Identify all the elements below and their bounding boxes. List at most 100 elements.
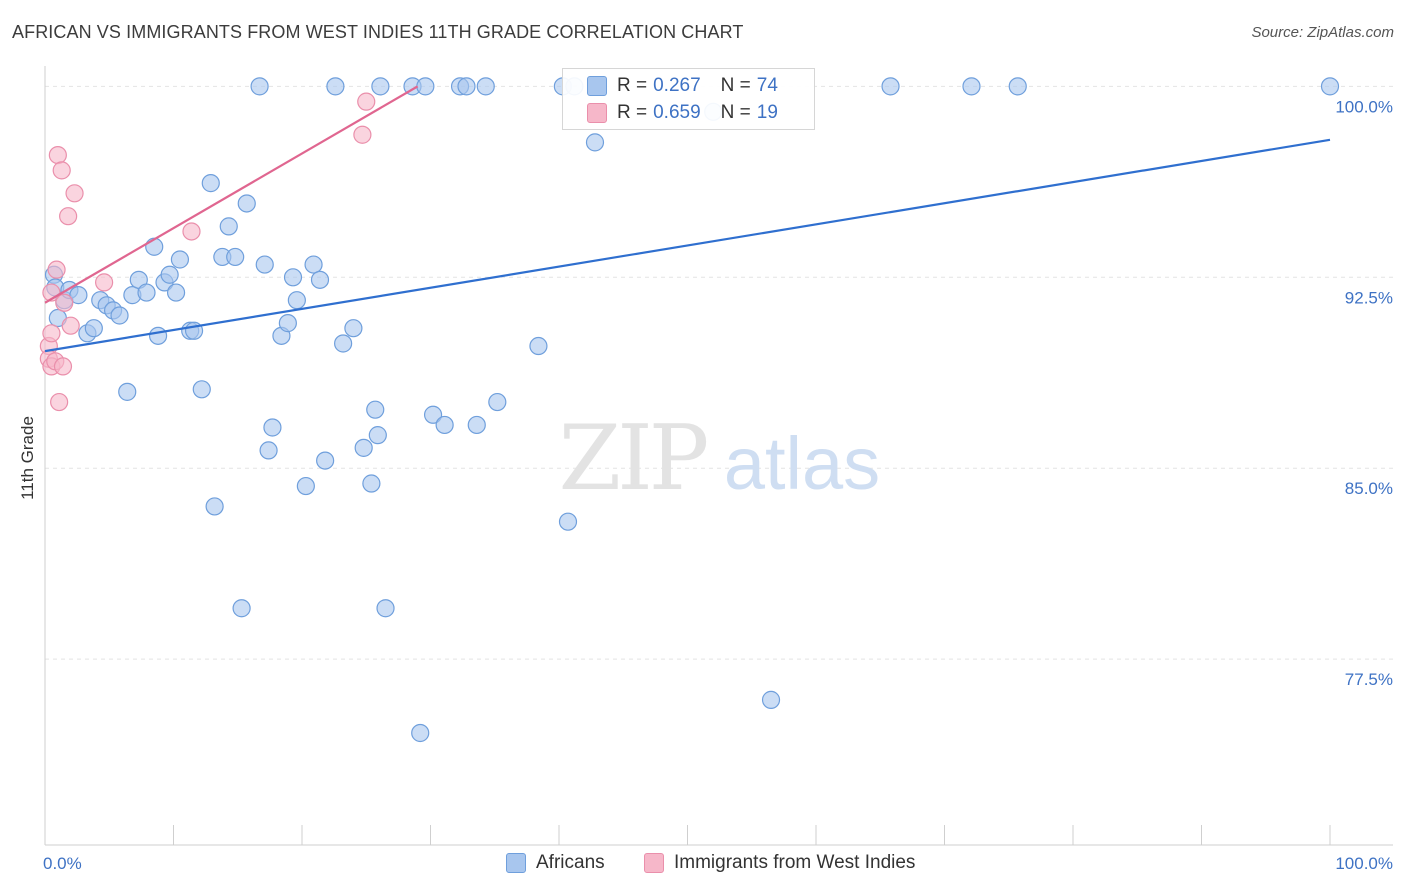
africans-point (259, 441, 278, 460)
africans-point (881, 77, 900, 96)
grid-lines (45, 85, 1393, 660)
stats-box: R = 0.267 N = 74 R = 0.659 N = 19 (562, 68, 815, 130)
africans-point (232, 599, 251, 618)
africans-point (287, 291, 306, 310)
africans-point (558, 512, 578, 531)
west-indies-point (95, 273, 114, 292)
source-label: Source: ZipAtlas.com (1251, 24, 1394, 41)
africans-point (255, 255, 274, 274)
west-indies-point (52, 161, 71, 180)
africans-point (219, 217, 238, 236)
africans-point (334, 334, 353, 353)
africans-point (467, 415, 486, 435)
africans-point (148, 326, 168, 345)
stats-n-label: N = (720, 102, 751, 123)
africans-point (435, 415, 454, 435)
west-indies-point (182, 222, 201, 241)
africans-point (354, 438, 373, 457)
africans-point (371, 77, 390, 96)
watermark-zip: ZIP (559, 406, 707, 511)
stats-r-value: 0.659 (653, 102, 701, 123)
west-indies-point (59, 207, 78, 226)
stats-r-label: R = (617, 102, 648, 123)
stats-row-west-indies: R = 0.659 N = 19 (563, 100, 778, 126)
africans-point (84, 319, 103, 338)
africans-point (278, 314, 297, 333)
west-indies-trend-line (44, 85, 419, 304)
legend-label-west-indies: Immigrants from West Indies (674, 852, 916, 873)
west-indies-point (353, 125, 372, 144)
series-africans (44, 77, 1340, 743)
x-tick-label: 100.0% (1335, 854, 1393, 873)
stats-swatch-africans (587, 76, 607, 96)
y-tick-label: 92.5% (1345, 288, 1393, 307)
africans-point (192, 380, 211, 399)
africans-point (366, 400, 385, 419)
africans-point (411, 723, 430, 743)
y-tick-label: 77.5% (1345, 670, 1393, 689)
africans-point (376, 599, 395, 618)
africans-point (368, 426, 387, 445)
legend-swatch-west-indies (644, 853, 664, 873)
africans-point (205, 497, 224, 516)
africans-point (263, 418, 282, 437)
west-indies-point (65, 184, 84, 203)
stats-row-africans: R = 0.267 N = 74 (563, 73, 778, 99)
chart-title: AFRICAN VS IMMIGRANTS FROM WEST INDIES 1… (12, 22, 744, 42)
west-indies-point (42, 324, 61, 343)
stats-r-value: 0.267 (653, 75, 701, 96)
africans-point (137, 283, 156, 302)
y-axis-title: 11th Grade (18, 416, 37, 500)
axes (44, 66, 1393, 846)
africans-point (69, 286, 88, 305)
africans-point (110, 306, 129, 325)
africans-point (310, 270, 330, 289)
trend-lines (44, 85, 1331, 353)
africans-point (423, 405, 443, 424)
west-indies-point (55, 293, 74, 312)
africans-point (145, 237, 164, 256)
africans-point (250, 77, 269, 96)
africans-point (457, 77, 476, 96)
africans-point (118, 382, 137, 401)
africans-point (316, 451, 335, 470)
legend-item-africans[interactable]: Africans (506, 852, 605, 874)
africans-point (1320, 77, 1340, 96)
africans-trend-line (44, 138, 1331, 353)
x-tick-labels: 0.0% 100.0% (43, 854, 1393, 873)
africans-point (529, 336, 548, 356)
west-indies-point (53, 357, 73, 376)
africans-point (160, 265, 179, 284)
africans-point (237, 194, 256, 213)
legend-label-africans: Africans (536, 852, 605, 873)
west-indies-point (48, 146, 67, 165)
west-indies-point (357, 92, 376, 111)
africans-point (1008, 77, 1027, 96)
watermark: ZIP atlas (559, 406, 880, 511)
africans-point (416, 77, 435, 96)
africans-point (326, 77, 345, 96)
stats-n-value: 19 (756, 102, 778, 123)
africans-point (585, 133, 605, 152)
africans-point (761, 690, 781, 709)
y-tick-label: 100.0% (1335, 97, 1393, 116)
legend-swatch-africans (506, 853, 526, 873)
stats-r-label: R = (617, 75, 648, 96)
africans-point (962, 77, 981, 96)
africans-point (166, 283, 186, 302)
west-indies-point (47, 260, 66, 279)
y-tick-labels: 77.5% 85.0% 92.5% 100.0% (1335, 97, 1393, 689)
africans-point (226, 247, 245, 267)
west-indies-point (61, 316, 80, 335)
x-tick-label: 0.0% (43, 854, 82, 873)
watermark-atlas: atlas (724, 422, 880, 505)
africans-point (296, 476, 315, 496)
legend-item-west-indies[interactable]: Immigrants from West Indies (644, 852, 915, 874)
africans-point (170, 250, 190, 269)
y-tick-label: 85.0% (1345, 479, 1393, 498)
africans-point (488, 392, 507, 412)
africans-point (304, 255, 323, 274)
stats-n-label: N = (720, 75, 751, 96)
africans-point (344, 319, 363, 338)
